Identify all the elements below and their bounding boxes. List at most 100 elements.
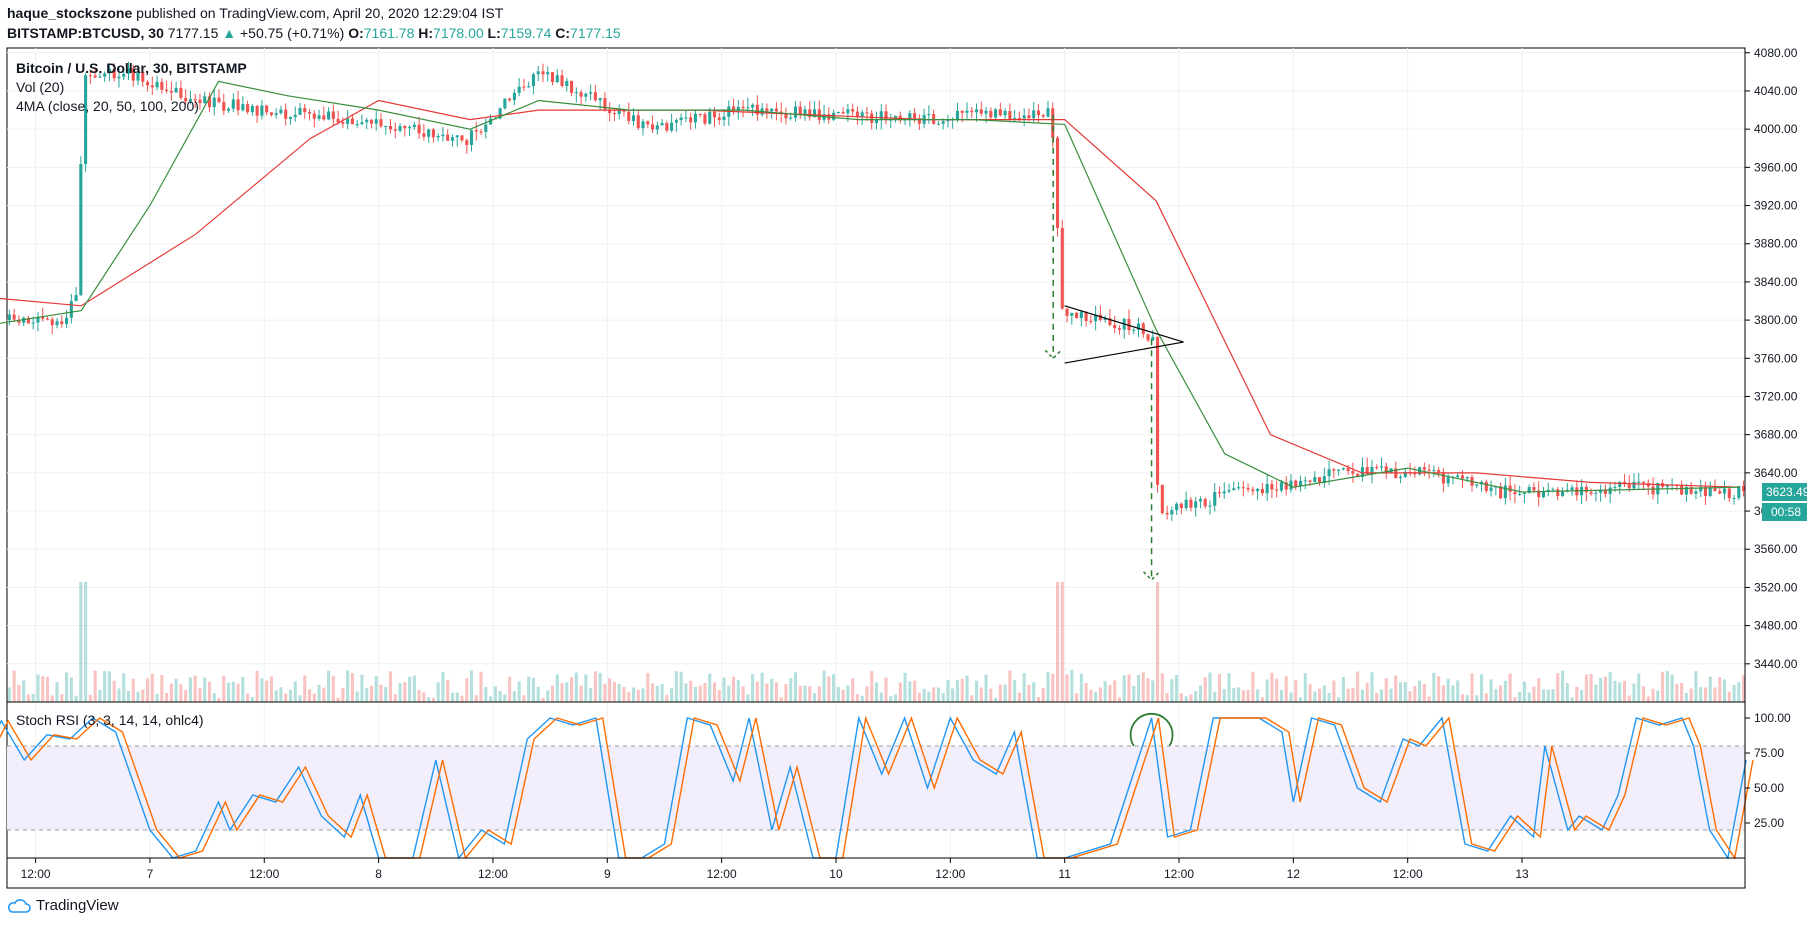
volume-bar (1308, 683, 1312, 702)
candle-body (960, 110, 964, 113)
volume-bar (812, 693, 817, 702)
volume-bar (631, 687, 636, 702)
volume-bar (560, 683, 564, 702)
volume-bar (979, 687, 983, 702)
candle-body (117, 76, 121, 79)
candle-body (1156, 336, 1160, 485)
volume-bar (541, 697, 545, 702)
candle-body (212, 97, 216, 108)
volume-bar (803, 685, 807, 702)
volume-bar (1065, 674, 1069, 702)
price-tick-label: 3520.00 (1754, 580, 1798, 594)
candle-body (460, 135, 464, 141)
volume-bar (1618, 682, 1622, 702)
volume-bar (441, 672, 445, 702)
volume-bar (112, 680, 116, 702)
candle-body (555, 75, 559, 83)
candle-body (331, 111, 335, 119)
volume-bar (1217, 674, 1222, 702)
volume-bar (1013, 680, 1017, 702)
candle-body (717, 117, 721, 120)
volume-bar (665, 694, 669, 702)
price-tick-label: 3960.00 (1754, 160, 1798, 174)
volume-bar (1117, 697, 1122, 702)
volume-bar (1094, 692, 1098, 702)
tradingview-branding[interactable]: TradingView (7, 897, 119, 914)
candle-body (107, 68, 111, 74)
candle-body (1570, 487, 1574, 491)
candle-body (288, 116, 293, 119)
volume-bar (751, 674, 755, 702)
volume-bar (889, 695, 893, 702)
candle-body (1246, 487, 1250, 490)
volume-bar (784, 684, 788, 702)
candle-body (160, 81, 164, 90)
candle-body (508, 98, 512, 101)
volume-bar (655, 685, 659, 702)
candle-body (517, 86, 521, 93)
volume-bar (584, 674, 588, 702)
stoch-tick-label: 50.00 (1754, 781, 1784, 795)
volume-bar (408, 676, 412, 702)
candle-body (307, 112, 312, 114)
candle-body (565, 80, 569, 87)
symbol-label: BITSTAMP:BTCUSD, 30 (7, 25, 164, 41)
candle-body (755, 104, 759, 115)
candle-body (1627, 484, 1631, 489)
candle-body (88, 75, 92, 77)
candle-body (398, 125, 402, 131)
candle-body (979, 109, 983, 114)
volume-bar (1279, 690, 1283, 702)
volume-bar (45, 676, 50, 702)
time-tick-label: 9 (604, 867, 611, 881)
volume-bar (1479, 674, 1484, 702)
volume-bar (1518, 692, 1522, 702)
volume-bar (808, 686, 812, 702)
volume-bar (879, 692, 883, 702)
candle-body (198, 99, 202, 104)
volume-bar (1227, 673, 1231, 702)
volume-bar (417, 690, 421, 702)
candle-body (498, 108, 502, 119)
volume-bar (336, 697, 340, 702)
volume-bar (260, 678, 264, 702)
candle-body (546, 72, 550, 75)
candle-body (98, 76, 102, 78)
candle-body (1217, 492, 1222, 494)
candle-body (874, 119, 879, 123)
volume-bar (598, 672, 602, 702)
candle-body (579, 92, 583, 97)
candle-body (1641, 481, 1646, 484)
volume-bar (293, 681, 297, 702)
last-price: 7177.15 (167, 25, 219, 41)
candle-body (403, 125, 407, 129)
candle-body (1460, 475, 1465, 479)
candle-body (941, 121, 945, 124)
volume-bar (155, 693, 159, 702)
low-label: L: (487, 25, 501, 41)
volume-bar (98, 689, 102, 702)
candle-body (174, 87, 178, 93)
candle-body (989, 110, 993, 118)
volume-bar (936, 687, 940, 702)
volume-bar (1132, 685, 1136, 702)
volume-bar (1422, 683, 1426, 702)
candle-body (1503, 485, 1507, 499)
candle-body (522, 86, 526, 88)
candle-body (479, 131, 483, 133)
candle-body (1360, 467, 1364, 477)
volume-bar (79, 582, 83, 702)
volume-bar (512, 691, 516, 702)
candle-body (26, 317, 30, 324)
candle-body (1703, 487, 1708, 496)
candle-body (1113, 324, 1117, 329)
volume-bar (1441, 685, 1445, 702)
stoch-tick-label: 25.00 (1754, 816, 1784, 830)
candle-body (651, 124, 655, 130)
candle-body (150, 85, 154, 88)
candle-body (79, 164, 83, 296)
candle-body (327, 111, 331, 120)
candle-body (598, 98, 602, 101)
candle-body (236, 99, 240, 111)
